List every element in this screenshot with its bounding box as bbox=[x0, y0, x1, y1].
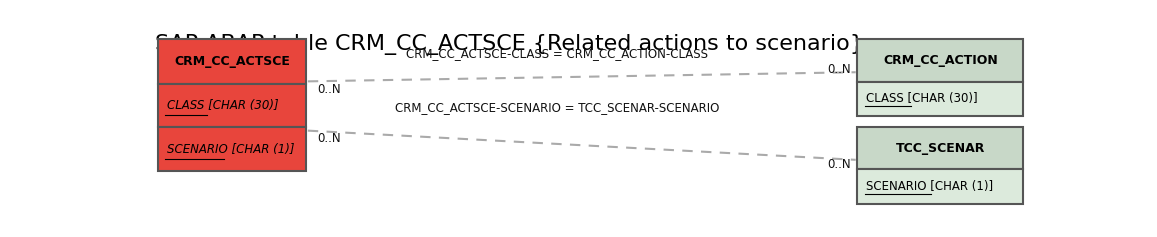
Text: 0..N: 0..N bbox=[827, 158, 852, 171]
Text: CLASS [CHAR (30)]: CLASS [CHAR (30)] bbox=[867, 92, 978, 105]
Text: SCENARIO [CHAR (1)]: SCENARIO [CHAR (1)] bbox=[867, 180, 994, 193]
Text: CLASS [CHAR (30)]: CLASS [CHAR (30)] bbox=[167, 99, 279, 112]
Bar bbox=[857, 169, 1023, 204]
Text: CRM_CC_ACTION: CRM_CC_ACTION bbox=[883, 54, 997, 67]
Text: SAP ABAP table CRM_CC_ACTSCE {Related actions to scenario}: SAP ABAP table CRM_CC_ACTSCE {Related ac… bbox=[155, 34, 864, 55]
Text: TCC_SCENAR: TCC_SCENAR bbox=[896, 141, 985, 155]
Text: CRM_CC_ACTSCE-CLASS = CRM_CC_ACTION-CLASS: CRM_CC_ACTSCE-CLASS = CRM_CC_ACTION-CLAS… bbox=[406, 47, 708, 59]
Text: 0..N: 0..N bbox=[827, 63, 852, 76]
Bar bbox=[159, 128, 305, 171]
Bar bbox=[857, 39, 1023, 82]
Text: CRM_CC_ACTSCE-SCENARIO = TCC_SCENAR-SCENARIO: CRM_CC_ACTSCE-SCENARIO = TCC_SCENAR-SCEN… bbox=[395, 101, 720, 114]
Text: SCENARIO [CHAR (1)]: SCENARIO [CHAR (1)] bbox=[167, 143, 295, 156]
Bar bbox=[857, 127, 1023, 169]
Text: 0..N: 0..N bbox=[318, 83, 341, 96]
Bar bbox=[857, 82, 1023, 116]
Text: 0..N: 0..N bbox=[318, 132, 341, 145]
Bar bbox=[159, 84, 305, 128]
Text: CRM_CC_ACTSCE: CRM_CC_ACTSCE bbox=[174, 55, 290, 68]
Bar bbox=[159, 39, 305, 84]
